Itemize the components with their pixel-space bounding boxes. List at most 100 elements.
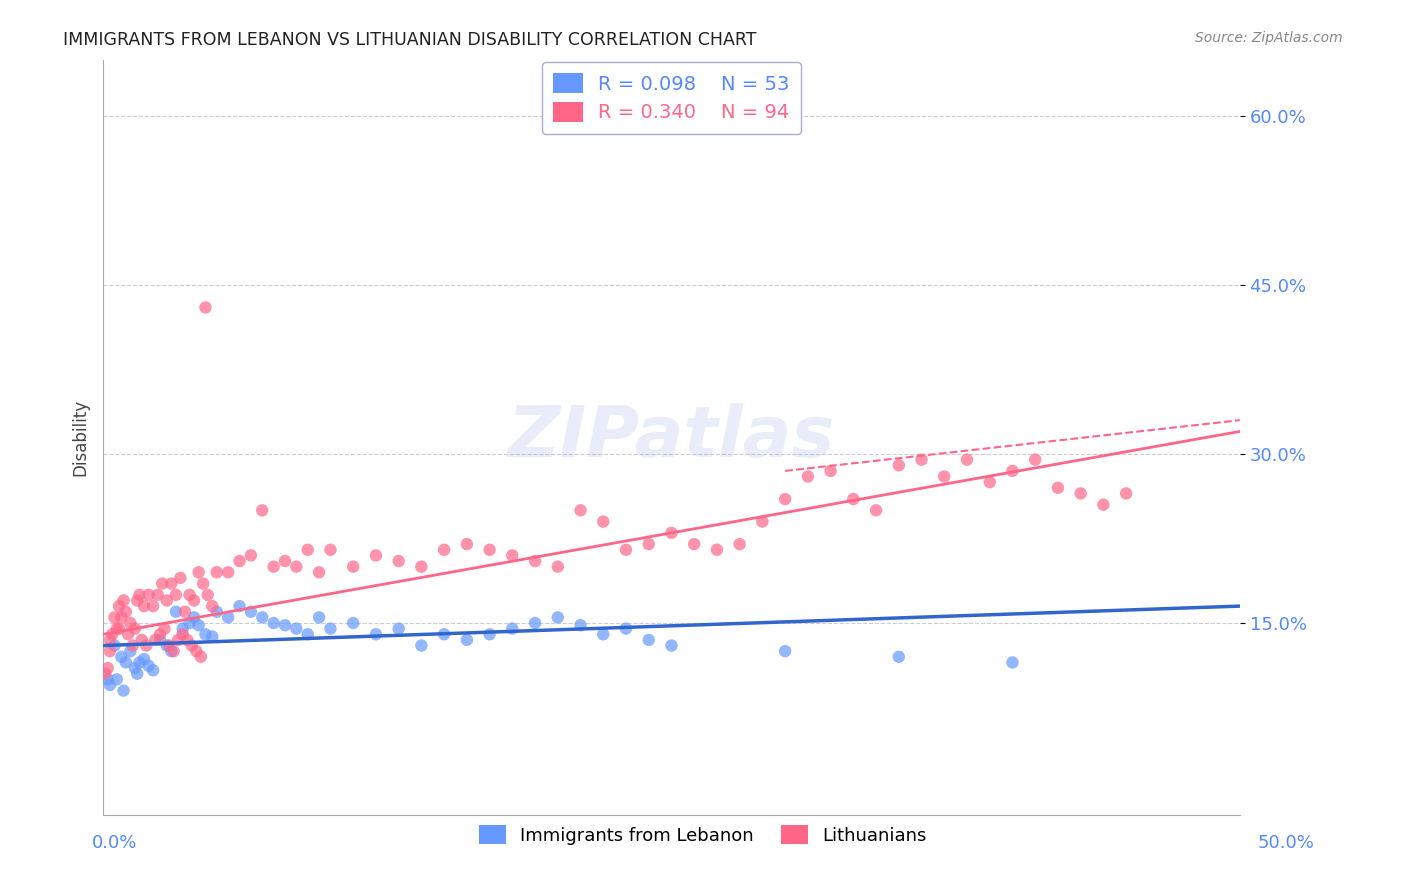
Point [103, 639, 125, 653]
Text: Source: ZipAtlas.com: Source: ZipAtlas.com [1195, 31, 1343, 45]
Point [187, 618, 209, 632]
Point [228, 599, 250, 613]
Text: ZIPatlas: ZIPatlas [508, 402, 835, 472]
Point [115, 656, 138, 670]
Point [842, 491, 865, 506]
Point [308, 610, 330, 624]
Point [120, 644, 142, 658]
Point [124, 622, 146, 636]
Text: IMMIGRANTS FROM LEBANON VS LITHUANIAN DISABILITY CORRELATION CHART: IMMIGRANTS FROM LEBANON VS LITHUANIAN DI… [63, 31, 756, 49]
Point [132, 599, 155, 613]
Point [128, 656, 150, 670]
Point [524, 615, 547, 630]
Point [142, 599, 165, 613]
Point [887, 458, 910, 473]
Point [128, 588, 150, 602]
Point [112, 593, 135, 607]
Point [751, 515, 773, 529]
Point [592, 627, 614, 641]
Point [797, 469, 820, 483]
Point [124, 661, 146, 675]
Point [263, 559, 285, 574]
Point [364, 627, 387, 641]
Point [98, 632, 121, 647]
Point [172, 627, 194, 641]
Point [169, 571, 191, 585]
Point [103, 610, 125, 624]
Point [112, 683, 135, 698]
Point [108, 599, 131, 613]
Point [547, 610, 569, 624]
Point [592, 515, 614, 529]
Point [194, 627, 217, 641]
Point [1001, 656, 1024, 670]
Point [157, 639, 180, 653]
Point [127, 593, 149, 607]
Point [252, 503, 274, 517]
Point [956, 452, 979, 467]
Point [388, 622, 411, 636]
Point [165, 588, 187, 602]
Point [183, 610, 205, 624]
Point [228, 554, 250, 568]
Point [201, 599, 224, 613]
Point [146, 588, 169, 602]
Point [1115, 486, 1137, 500]
Point [297, 627, 319, 641]
Point [706, 542, 728, 557]
Legend: Immigrants from Lebanon, Lithuanians: Immigrants from Lebanon, Lithuanians [471, 818, 935, 852]
Point [186, 644, 208, 658]
Point [1092, 498, 1115, 512]
Point [115, 605, 138, 619]
Point [433, 542, 456, 557]
Point [274, 618, 297, 632]
Point [478, 542, 501, 557]
Point [297, 542, 319, 557]
Point [179, 588, 201, 602]
Point [319, 542, 342, 557]
Point [160, 644, 183, 658]
Point [342, 615, 364, 630]
Y-axis label: Disability: Disability [72, 399, 89, 475]
Point [773, 644, 796, 658]
Point [569, 618, 592, 632]
Point [105, 673, 128, 687]
Point [176, 632, 198, 647]
Point [149, 627, 172, 641]
Point [205, 566, 228, 580]
Point [1024, 452, 1046, 467]
Point [388, 554, 411, 568]
Point [135, 639, 157, 653]
Point [110, 610, 132, 624]
Point [239, 605, 262, 619]
Point [138, 658, 160, 673]
Point [117, 627, 139, 641]
Point [156, 593, 179, 607]
Point [132, 652, 155, 666]
Point [217, 610, 239, 624]
Point [131, 632, 153, 647]
Point [165, 605, 187, 619]
Point [94, 666, 117, 681]
Point [661, 525, 683, 540]
Point [456, 632, 478, 647]
Point [105, 622, 128, 636]
Point [910, 452, 932, 467]
Legend: R = 0.098    N = 53, R = 0.340    N = 94: R = 0.098 N = 53, R = 0.340 N = 94 [541, 62, 801, 134]
Point [285, 622, 308, 636]
Point [547, 559, 569, 574]
Point [190, 649, 212, 664]
Point [342, 559, 364, 574]
Point [101, 627, 124, 641]
Point [162, 644, 184, 658]
Point [569, 503, 592, 517]
Point [683, 537, 706, 551]
Point [263, 615, 285, 630]
Point [478, 627, 501, 641]
Point [1046, 481, 1069, 495]
Point [201, 630, 224, 644]
Point [194, 301, 217, 315]
Point [183, 593, 205, 607]
Point [121, 639, 143, 653]
Point [205, 605, 228, 619]
